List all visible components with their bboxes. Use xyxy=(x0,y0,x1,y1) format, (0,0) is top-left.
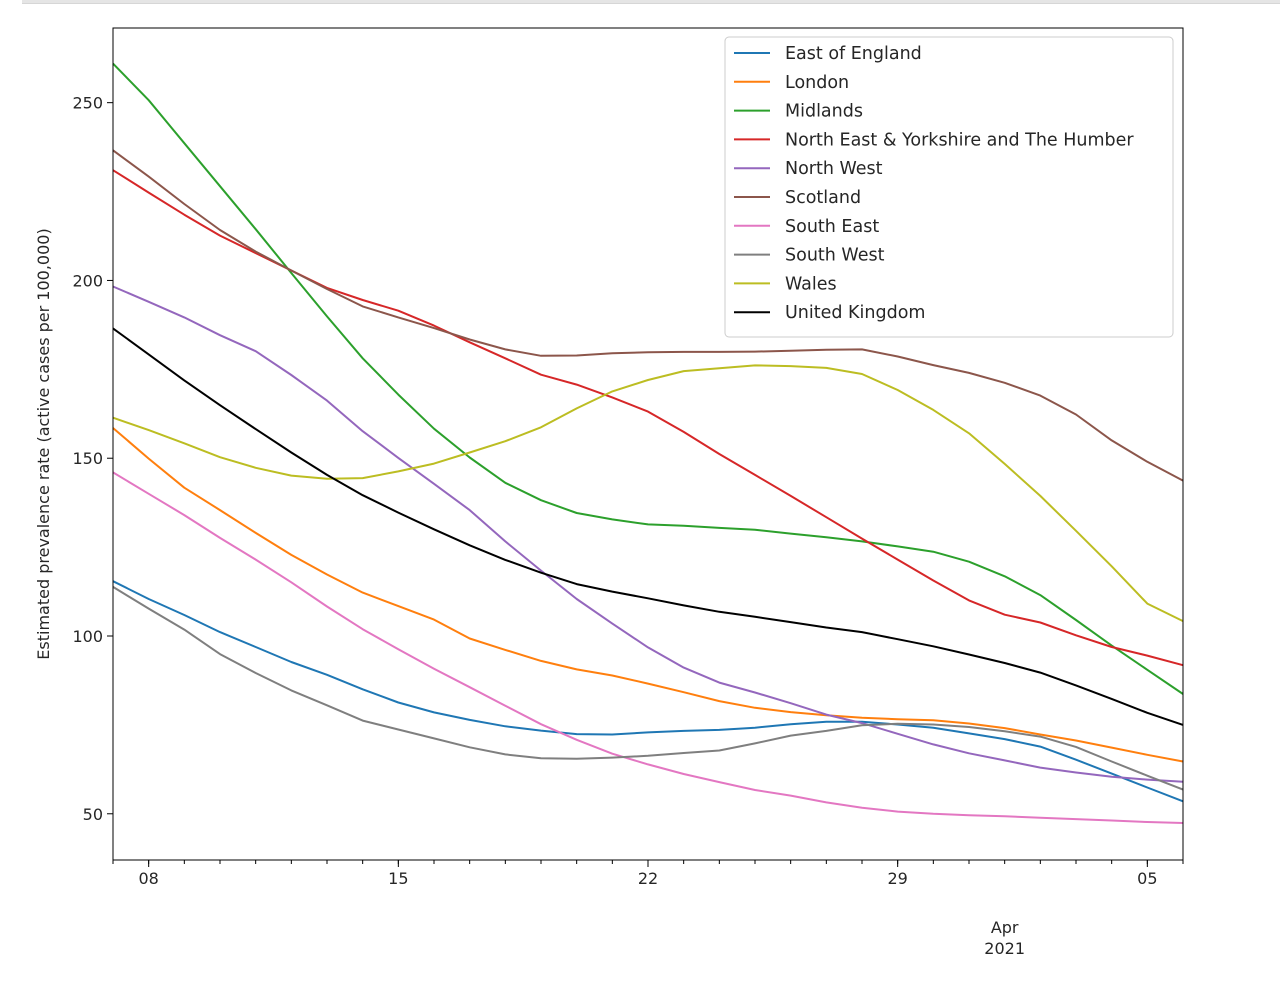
y-tick-label: 250 xyxy=(72,94,103,113)
x-month-label: Apr xyxy=(991,918,1019,937)
x-axis: 08 15 22 29 05 xyxy=(112,860,1184,888)
x-axis-month-label: Apr 2021 xyxy=(984,918,1025,958)
series-line-7 xyxy=(112,586,1184,791)
y-tick-label: 100 xyxy=(72,627,103,646)
legend-label: Wales xyxy=(785,274,837,294)
series-line-6 xyxy=(112,471,1184,824)
legend-label: London xyxy=(785,73,849,93)
series-line-8 xyxy=(112,364,1184,622)
y-tick-label: 150 xyxy=(72,449,103,468)
legend-label: East of England xyxy=(785,44,922,64)
series-line-9 xyxy=(112,327,1184,726)
legend-box xyxy=(724,36,1174,338)
y-tick-label: 200 xyxy=(72,271,103,290)
y-tick-label: 50 xyxy=(83,805,103,824)
series-lines xyxy=(112,62,1184,824)
legend-label: North East & Yorkshire and The Humber xyxy=(785,130,1134,150)
y-axis: 50 100 150 200 250 xyxy=(72,94,113,824)
x-tick-label: 29 xyxy=(887,869,907,888)
x-tick-label: 08 xyxy=(138,869,158,888)
series-line-5 xyxy=(112,149,1184,482)
legend-label: Scotland xyxy=(785,188,861,208)
series-line-2 xyxy=(112,62,1184,695)
legend-label: South West xyxy=(785,246,885,266)
x-tick-label: 05 xyxy=(1137,869,1157,888)
legend-label: United Kingdom xyxy=(785,303,925,323)
legend-label: South East xyxy=(785,217,879,237)
y-axis-title: Estimated prevalence rate (active cases … xyxy=(34,228,53,659)
series-line-4 xyxy=(112,285,1184,783)
legend-label: Midlands xyxy=(785,102,863,122)
x-tick-label: 22 xyxy=(638,869,658,888)
series-line-0 xyxy=(112,580,1184,803)
notebook-cell-border xyxy=(22,0,1280,4)
x-tick-label: 15 xyxy=(388,869,408,888)
series-line-1 xyxy=(112,427,1184,763)
legend-label: North West xyxy=(785,159,883,179)
legend: East of England London Midlands North East … xyxy=(724,36,1174,338)
x-month-label: 2021 xyxy=(984,939,1025,958)
